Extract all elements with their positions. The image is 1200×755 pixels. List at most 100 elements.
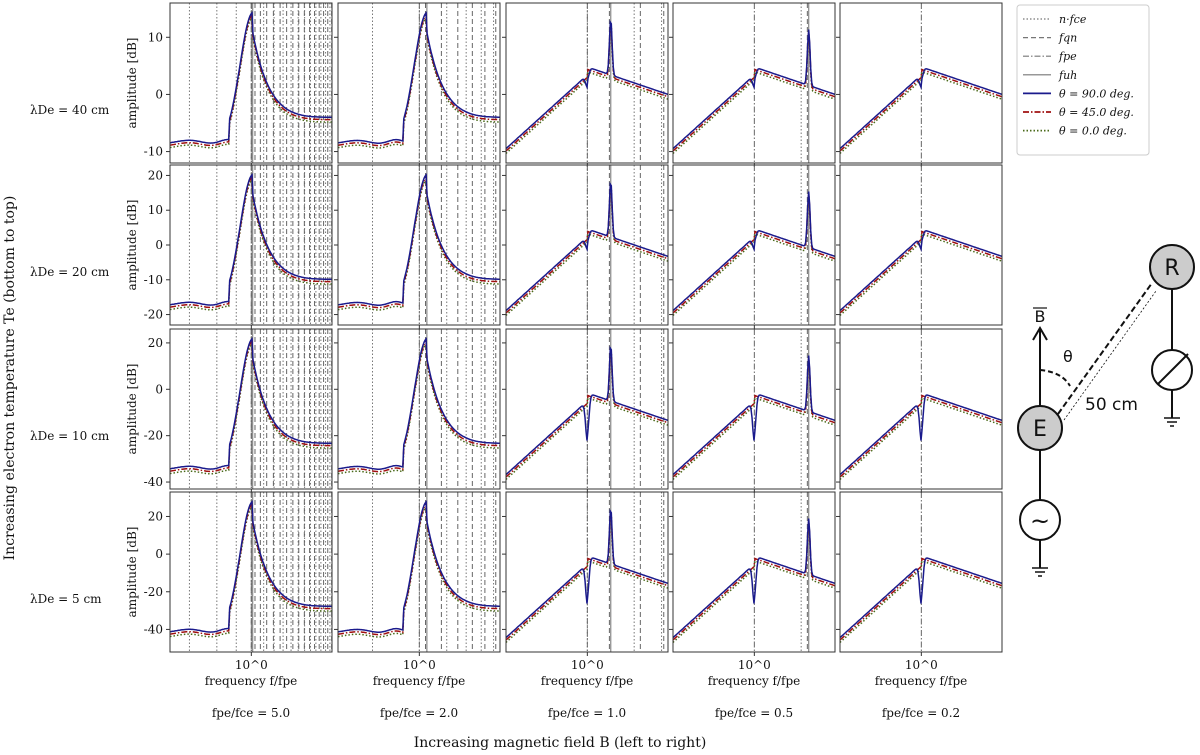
series-line-2 — [506, 350, 668, 480]
x-axis-label: frequency f/fpe — [541, 674, 634, 688]
y-tick-label: -20 — [144, 585, 163, 599]
panel-r0-c1 — [334, 2, 501, 167]
y-tick-label: 0 — [155, 382, 163, 396]
column-label: fpe/fce = 1.0 — [548, 706, 626, 720]
y-tick-label: -20 — [144, 429, 163, 443]
x-axis-label: frequency f/fpe — [708, 674, 801, 688]
reference-lines — [920, 165, 922, 325]
panel-r1-c0: -20 -10 0 10 20 amplitude [dB] λDe = 20 cm — [30, 164, 333, 329]
column-label: fpe/fce = 5.0 — [212, 706, 290, 720]
series-line-1 — [338, 175, 500, 309]
x-tick-label: 10^0 — [738, 658, 771, 672]
series-line-1 — [506, 184, 668, 314]
panel-r1-c2 — [502, 164, 669, 329]
x-tick-label: 10^0 — [571, 658, 604, 672]
row-label: λDe = 5 cm — [30, 592, 102, 606]
b-field-label: B — [1035, 307, 1046, 326]
y-tick-label: 0 — [155, 238, 163, 252]
series-line-1 — [673, 520, 835, 641]
meter-needle — [1157, 353, 1189, 385]
legend-label: θ = 45.0 deg. — [1059, 106, 1134, 119]
panel-r0-c3 — [669, 2, 836, 167]
receiver-label: R — [1164, 256, 1179, 281]
reference-lines — [372, 329, 497, 489]
panel-r1-c4 — [836, 164, 1003, 329]
y-tick-label: -10 — [144, 273, 163, 287]
series-line-0 — [170, 500, 332, 633]
y-tick-label: 10 — [148, 203, 163, 217]
legend-label: θ = 90.0 deg. — [1059, 87, 1134, 100]
y-axis-label: amplitude [dB] — [125, 38, 139, 129]
series-line-1 — [506, 22, 668, 152]
series-line-1 — [170, 339, 332, 473]
panel-r1-c3 — [669, 164, 836, 329]
reference-lines — [188, 329, 332, 489]
y-tick-label: 20 — [148, 168, 163, 182]
x-tick-label: 10^0 — [403, 658, 436, 672]
x-super-label: Increasing magnetic field B (left to rig… — [414, 735, 707, 751]
series-line-0 — [840, 68, 1002, 150]
reference-lines — [188, 492, 332, 652]
row-label: λDe = 20 cm — [30, 265, 110, 279]
legend-label: fuh — [1058, 69, 1077, 82]
theta-arc — [1039, 369, 1071, 387]
series-line-0 — [840, 557, 1002, 639]
panel-r3-c1: 10^0 frequency f/fpe fpe/fce = 2.0 — [334, 491, 501, 720]
x-axis-label: frequency f/fpe — [373, 674, 466, 688]
series-line-1 — [170, 502, 332, 636]
column-label: fpe/fce = 0.5 — [715, 706, 793, 720]
reference-lines — [188, 165, 332, 325]
legend: n·fce fqn fpe fuh θ = 90.0 deg. θ = 45.0 deg.… — [1016, 4, 1150, 156]
series-line-0 — [673, 518, 835, 639]
distance-marker — [1063, 290, 1157, 421]
series-line-0 — [506, 508, 668, 639]
panel-r3-c4: 10^0 frequency f/fpe fpe/fce = 0.2 — [836, 491, 1003, 720]
series-line-0 — [170, 173, 332, 306]
panel-r0-c4 — [836, 2, 1003, 167]
series-line-1 — [840, 230, 1002, 314]
distance-label: 50 cm — [1085, 395, 1138, 415]
legend-label: fpe — [1058, 50, 1077, 63]
reference-lines — [372, 3, 497, 163]
series-line-0 — [506, 19, 668, 150]
reference-lines — [920, 329, 922, 489]
y-tick-label: 0 — [155, 547, 163, 561]
panel-r3-c3: 10^0 frequency f/fpe fpe/fce = 0.5 — [669, 491, 836, 720]
series-line-2 — [840, 559, 1002, 643]
y-super-label: Increasing electron temperature Te (bott… — [2, 196, 18, 561]
y-axis-label: amplitude [dB] — [125, 200, 139, 291]
panel-r2-c3 — [669, 328, 836, 493]
reference-lines — [372, 165, 497, 325]
legend-label: fqn — [1058, 32, 1077, 45]
reference-lines — [372, 492, 497, 652]
column-label: fpe/fce = 0.2 — [882, 706, 960, 720]
x-axis-label: frequency f/fpe — [205, 674, 298, 688]
reference-lines — [188, 3, 332, 163]
panel-r3-c2: 10^0 frequency f/fpe fpe/fce = 1.0 — [502, 491, 669, 720]
column-label: fpe/fce = 2.0 — [380, 706, 458, 720]
panel-grid: -10 0 10 amplitude [dB] λDe = 40 cm -20 -10 0 10… — [30, 2, 1003, 720]
series-line-1 — [673, 357, 835, 478]
panel-r2-c2 — [502, 328, 669, 493]
row-label: λDe = 10 cm — [30, 429, 110, 443]
arrow-head — [1032, 326, 1048, 341]
panel-r0-c0: -10 0 10 amplitude [dB] λDe = 40 cm — [30, 2, 333, 167]
series-line-0 — [338, 11, 500, 144]
series-line-1 — [673, 31, 835, 152]
series-line-1 — [840, 557, 1002, 641]
panel-r2-c1 — [334, 328, 501, 493]
reference-lines — [920, 492, 922, 652]
series-line-0 — [506, 181, 668, 312]
series-line-1 — [840, 68, 1002, 152]
legend-label: n·fce — [1059, 13, 1087, 26]
x-tick-label: 10^0 — [235, 658, 268, 672]
series-line-0 — [673, 191, 835, 312]
y-tick-label: -10 — [144, 145, 163, 159]
reference-lines — [586, 329, 665, 489]
series-line-2 — [840, 232, 1002, 316]
series-line-2 — [840, 396, 1002, 480]
y-tick-label: -40 — [144, 475, 163, 489]
series-line-1 — [840, 394, 1002, 478]
panel-r3-c0: -40 -20 0 20 10^0 frequency f/fpe fpe/fce = 5.… — [30, 491, 333, 720]
series-line-2 — [506, 513, 668, 643]
